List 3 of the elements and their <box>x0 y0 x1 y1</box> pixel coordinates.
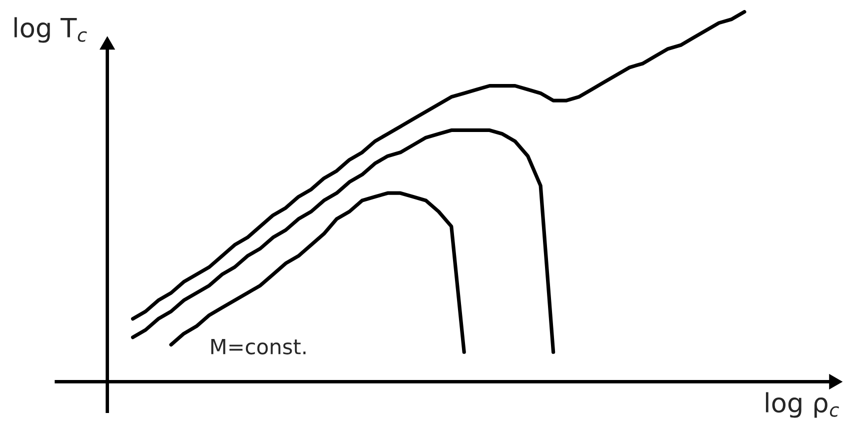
y-axis-title: log T$_{c}$ <box>14 17 87 43</box>
x-axis-title: log ρ$_{c}$ <box>766 392 839 418</box>
annotation: M=const. <box>211 338 306 354</box>
